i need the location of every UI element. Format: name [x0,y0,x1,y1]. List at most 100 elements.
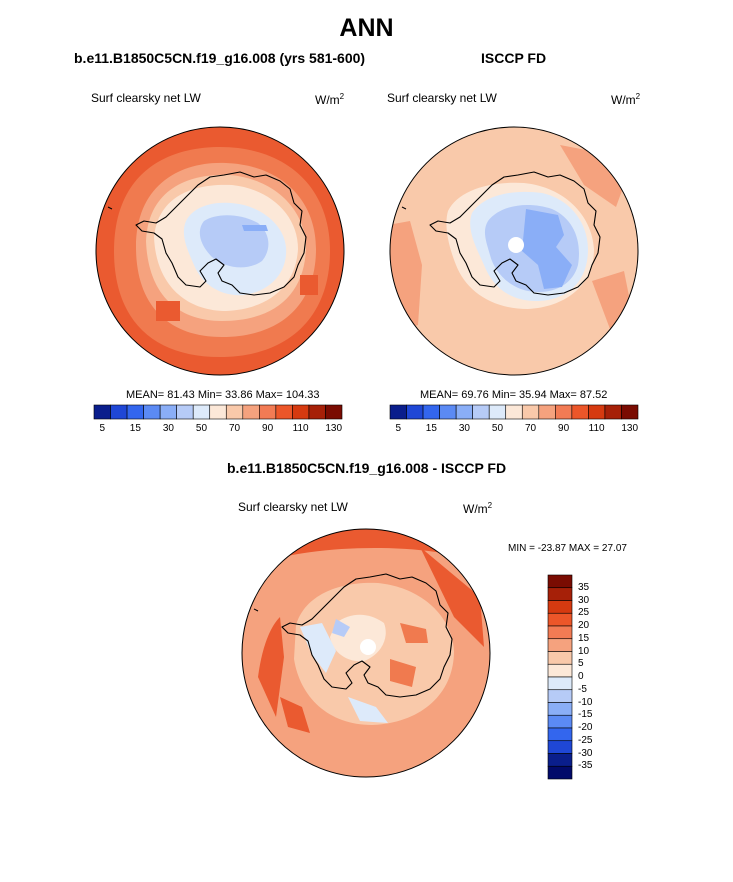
colorbar-swatch [176,404,194,420]
diff-band [258,617,284,717]
colorbar-tick-label: 50 [491,423,504,434]
colorbar-swatch [389,404,407,420]
figure-title: ANN [339,14,394,42]
panel-1-stats: MEAN= 81.43 Min= 33.86 Max= 104.33 [126,389,320,401]
colorbar-tick-label: 5 [99,423,106,434]
diff-field [390,659,416,687]
colorbar-tick-label: 10 [578,645,590,657]
colorbar-swatch [422,404,440,420]
ocean-patch [98,181,106,193]
panel-2-polar-map [389,126,639,376]
diff-band [280,697,310,733]
colorbar-tick-label: 90 [558,423,570,434]
colorbar-tick-label: 15 [425,423,437,434]
colorbar-tick-label: -10 [578,696,593,708]
diff-panel-colorbar [547,574,573,780]
colorbar-swatch [621,404,639,420]
colorbar-tick-label: 110 [292,423,309,434]
diff-panel-polar-map [241,528,491,778]
colorbar-tick-label: 0 [578,671,584,682]
colorbar-tick-label: 30 [458,423,470,434]
colorbar-swatch [547,574,573,589]
colorbar-swatch [488,404,507,420]
colorbar-swatch [547,625,573,640]
diff-panel-colorbar-labels: 35 30 25 20 15 10 5 0 -5 -10 -15 -20 -25 -30 -35 [576,575,616,779]
colorbar-swatch [159,404,177,420]
diff-band [420,547,484,647]
antarctica-coastline [281,573,453,698]
colorbar-swatch [547,651,573,665]
diff-panel-title: b.e11.B1850C5CN.f19_g16.008 - ISCCP FD [227,460,507,476]
ocean-patch [300,275,318,295]
colorbar-swatch [455,404,473,420]
colorbar-swatch [547,689,573,703]
colorbar-swatch [547,753,573,767]
pole-hole [508,237,524,253]
colorbar-swatch [325,404,343,420]
colorbar-swatch [547,612,573,627]
diff-panel-variable-label: Surf clearsky net LW [238,500,348,514]
panel-1-colorbar-labels: 5 15 30 50 70 90 110 130 [94,423,343,437]
colorbar-tick-label: -15 [578,709,593,721]
panel-2-variable-label: Surf clearsky net LW [387,91,497,105]
panel-2-stats: MEAN= 69.76 Min= 35.94 Max= 87.52 [420,389,608,401]
colorbar-tick-label: -25 [578,734,593,746]
colorbar-swatch [275,404,293,420]
colorbar-swatch [126,404,144,420]
colorbar-tick-label: 70 [524,423,537,434]
colorbar-swatch [93,404,111,420]
diff-panel-units: W/m2 [463,501,493,516]
colorbar-swatch [538,404,556,420]
diff-field [332,619,350,637]
colorbar-swatch [192,404,211,420]
colorbar-swatch [571,404,589,420]
colorbar-swatch [308,404,326,420]
panel-1-units: W/m2 [315,92,345,107]
colorbar-swatch [225,404,244,420]
colorbar-swatch [547,765,573,780]
panel-1-polar-map [95,126,345,376]
colorbar-swatch [259,404,277,420]
colorbar-tick-label: 90 [262,423,274,434]
colorbar-swatch [505,404,523,420]
colorbar-tick-label: 5 [578,658,584,670]
colorbar-swatch [209,404,227,420]
colorbar-tick-label: 20 [578,620,590,631]
ocean-patch [156,301,180,321]
panel-1-variable-label: Surf clearsky net LW [91,91,201,105]
colorbar-swatch [547,702,573,716]
map-border [241,528,491,778]
colorbar-swatch [547,663,573,678]
map-field [96,127,344,375]
colorbar-swatch [547,714,573,729]
ocean-band [560,145,624,207]
colorbar-swatch [555,404,573,420]
colorbar-tick-label: 130 [325,423,343,434]
colorbar-swatch [604,404,622,420]
map-border [389,126,639,376]
panel-2-title: ISCCP FD [481,50,547,66]
colorbar-swatch [547,727,573,742]
colorbar-swatch [547,600,573,614]
diff-field [400,623,428,643]
panel-2-units: W/m2 [611,92,641,107]
antarctica-coastline [429,171,601,296]
colorbar-tick-label: 110 [588,423,605,434]
colorbar-tick-label: 15 [578,632,590,644]
colorbar-swatch [547,740,573,754]
colorbar-swatch [406,404,424,420]
colorbar-tick-label: 70 [228,423,241,434]
colorbar-tick-label: 35 [578,581,590,593]
panel-2-colorbar-labels: 5 15 30 50 70 90 110 130 [390,423,639,437]
colorbar-swatch [547,676,573,691]
colorbar-tick-label: 30 [162,423,174,434]
antarctica-coastline [135,171,307,296]
colorbar-tick-label: 5 [395,423,402,434]
colorbar-swatch [143,404,161,420]
colorbar-swatch [242,404,260,420]
colorbar-swatch [547,587,573,601]
colorbar-swatch [110,404,128,420]
colorbar-tick-label: -30 [578,747,593,759]
ice-field [242,225,268,231]
colorbar-tick-label: 15 [129,423,141,434]
